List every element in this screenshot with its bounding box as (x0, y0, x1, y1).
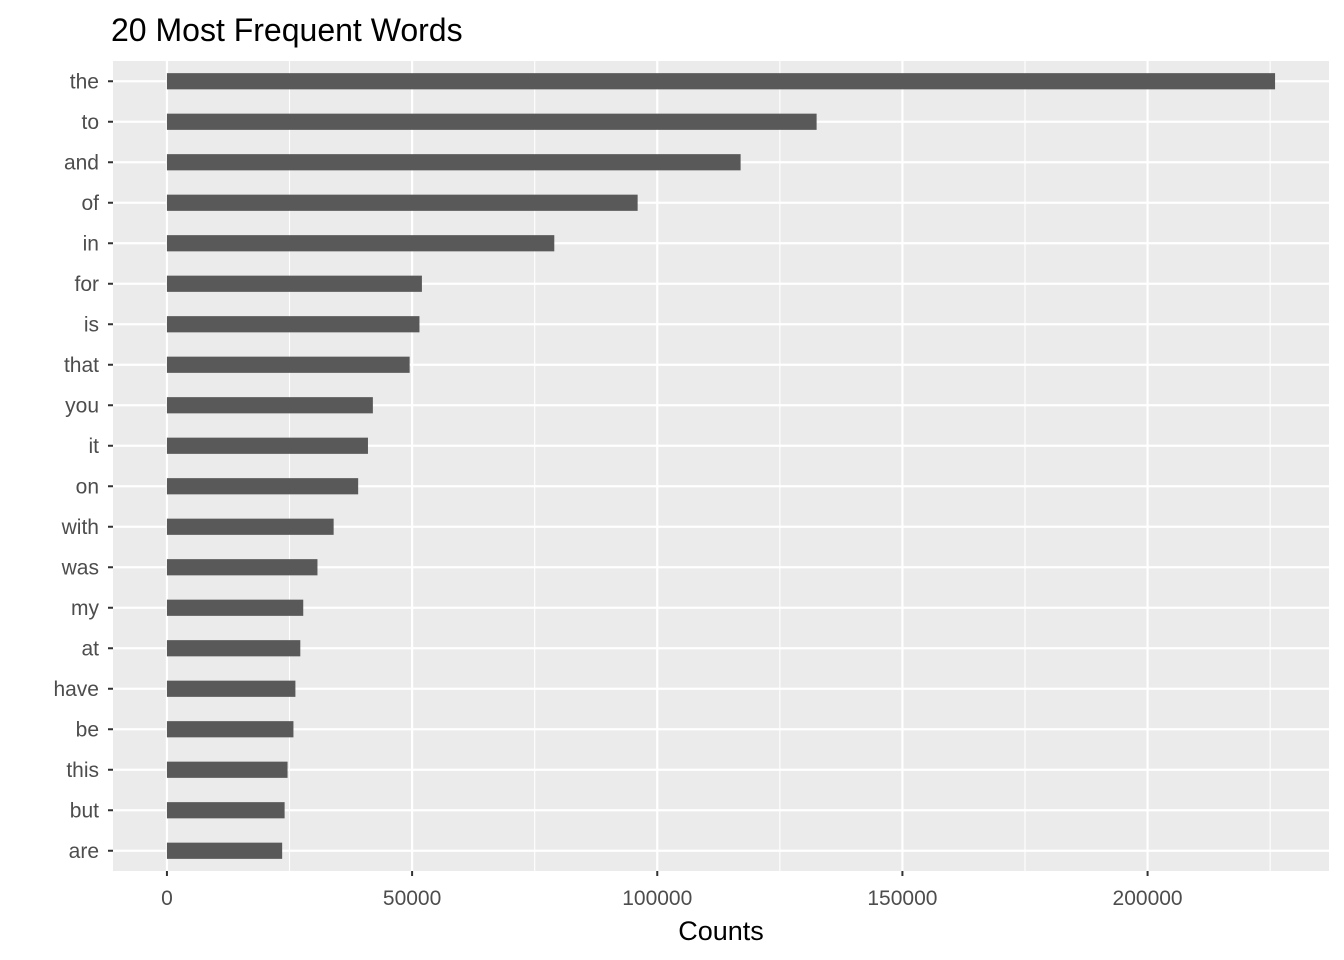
bar-my (166, 599, 304, 616)
bar-on (166, 478, 359, 495)
y-tick-label: of (81, 192, 99, 215)
y-tick-label: you (65, 394, 99, 417)
bar-and (166, 154, 741, 171)
y-tick-label: that (64, 354, 99, 377)
y-tick-label: be (76, 718, 99, 741)
y-tick-label: to (81, 111, 99, 134)
y-tick-label: at (81, 637, 99, 660)
y-tick-label: was (61, 556, 99, 579)
y-tick-label: my (71, 597, 99, 620)
x-axis-title: Counts (678, 916, 764, 946)
bar-that (166, 356, 410, 373)
x-axis: 0 50000 100000 150000 200000 (161, 871, 1183, 910)
bar-to (166, 113, 817, 130)
bar-be (166, 721, 294, 738)
chart-title: 20 Most Frequent Words (111, 12, 463, 48)
x-tick-label: 150000 (867, 887, 937, 910)
bar-of (166, 194, 638, 211)
y-tick-label: on (76, 475, 99, 498)
bar-but (166, 802, 285, 819)
bar-it (166, 437, 368, 454)
y-axis: the to and of in for is that you it on with was my at h… (53, 70, 113, 863)
x-tick-label: 50000 (383, 887, 441, 910)
y-tick-label: this (66, 759, 99, 782)
bar-at (166, 640, 301, 657)
y-tick-label: in (83, 232, 99, 255)
bar-this (166, 761, 288, 778)
bar-in (166, 235, 555, 252)
y-tick-label: is (84, 313, 99, 336)
y-tick-label: the (70, 70, 99, 93)
bar-the (166, 73, 1276, 90)
x-tick-label: 100000 (622, 887, 692, 910)
y-tick-label: with (61, 516, 99, 539)
bar-have (166, 680, 296, 697)
y-tick-label: for (74, 273, 99, 296)
x-tick-label: 200000 (1113, 887, 1183, 910)
bar-is (166, 316, 420, 333)
bar-was (166, 559, 318, 576)
bar-are (166, 842, 283, 859)
bars (166, 73, 1276, 859)
bar-with (166, 518, 334, 535)
y-tick-label: but (70, 799, 99, 822)
y-tick-label: it (89, 435, 100, 458)
y-tick-label: have (53, 678, 99, 701)
x-tick-label: 0 (161, 887, 173, 910)
y-tick-label: and (64, 151, 99, 174)
y-tick-label: are (69, 840, 99, 863)
bar-for (166, 275, 422, 292)
bar-you (166, 397, 373, 414)
